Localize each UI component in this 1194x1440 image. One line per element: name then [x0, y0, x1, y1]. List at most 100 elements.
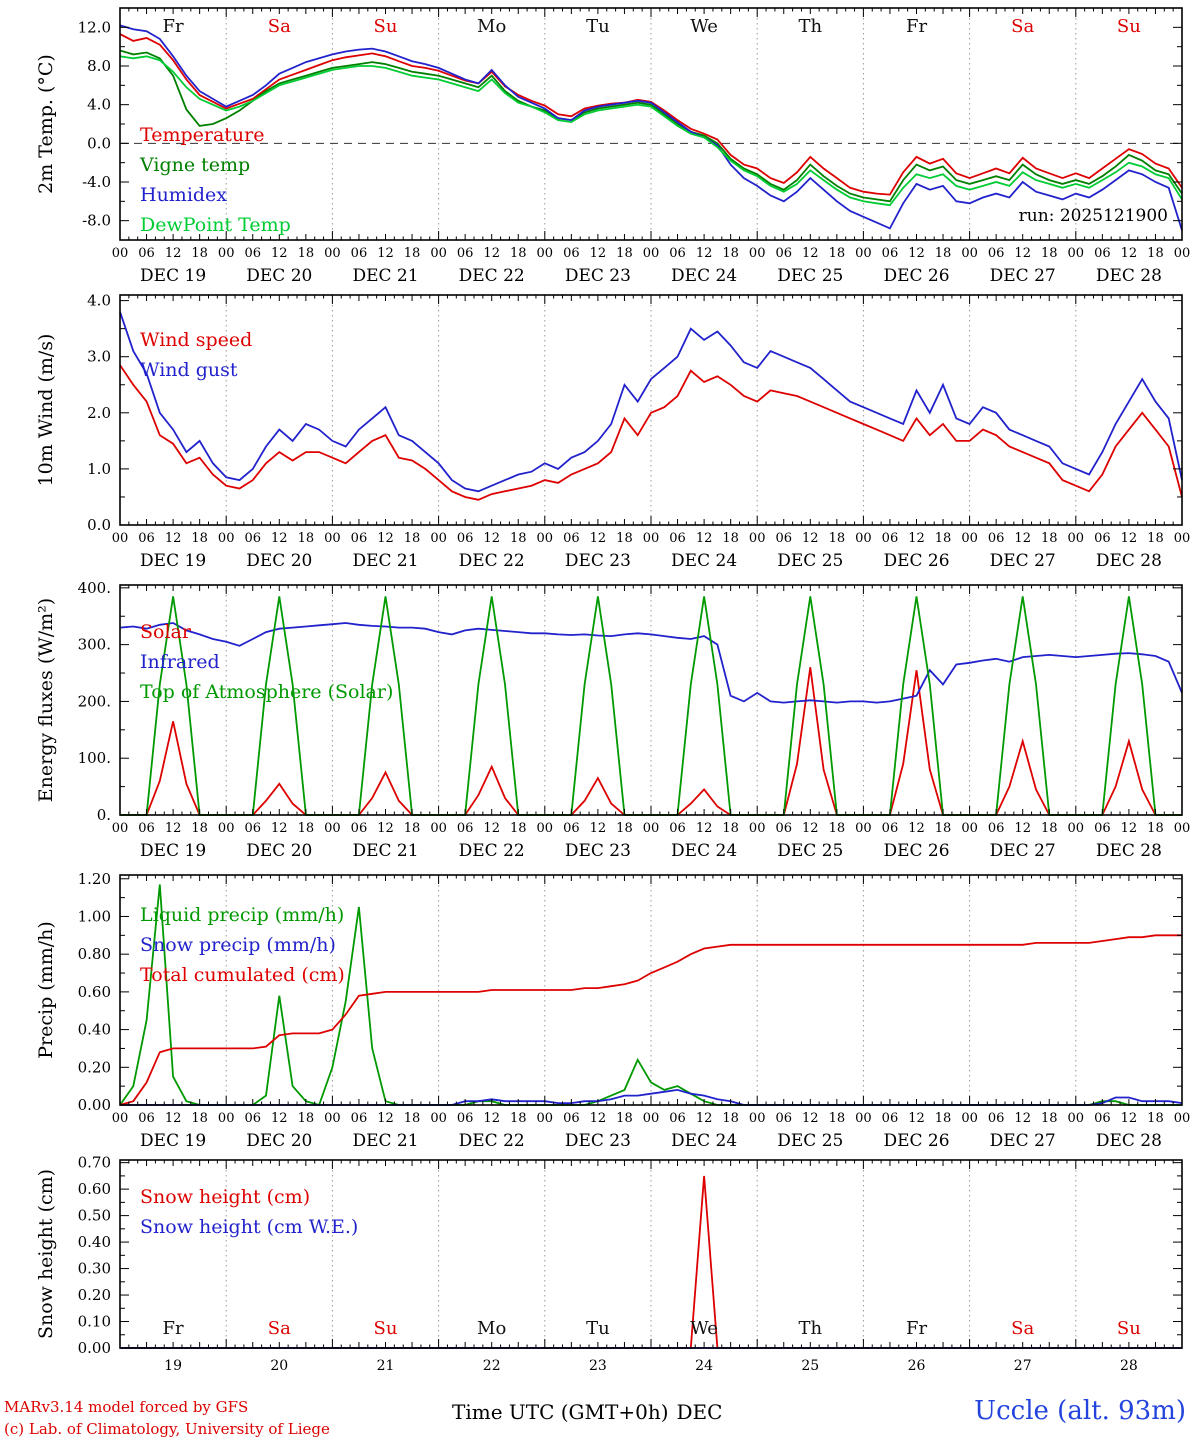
hour-tick-label: 00 [1174, 246, 1191, 261]
y-axis-title-temperature: 2m Temp. (°C) [35, 54, 57, 194]
legend-item-total-cumulated: Total cumulated (cm) [140, 964, 345, 986]
hour-tick-label: 00 [218, 246, 235, 261]
date-label: DEC 21 [352, 1131, 418, 1151]
hour-tick-label: 06 [244, 246, 261, 261]
y-tick-label: 0.20 [78, 1058, 111, 1076]
hour-tick-label: 18 [616, 1111, 633, 1126]
hour-tick-label: 18 [1041, 531, 1058, 546]
y-tick-label: 0.60 [78, 1180, 111, 1198]
hour-tick-label: 12 [165, 1111, 182, 1126]
hour-tick-label: 18 [404, 531, 421, 546]
hour-tick-label: 06 [351, 1111, 368, 1126]
hour-tick-label: 12 [165, 821, 182, 836]
hour-tick-label: 12 [377, 246, 394, 261]
day-number-label: 19 [164, 1358, 182, 1374]
date-label: DEC 27 [990, 266, 1056, 286]
legend-item-wind-gust: Wind gust [140, 359, 238, 381]
day-name-label: Su [374, 16, 398, 37]
hour-tick-label: 12 [1121, 821, 1138, 836]
date-label: DEC 26 [883, 1131, 949, 1151]
hour-tick-label: 00 [324, 821, 341, 836]
hour-tick-label: 06 [351, 246, 368, 261]
date-label: DEC 22 [459, 841, 525, 861]
hour-tick-label: 00 [749, 246, 766, 261]
hour-tick-label: 00 [537, 531, 554, 546]
date-label: DEC 24 [671, 266, 737, 286]
hour-tick-label: 06 [457, 531, 474, 546]
date-label: DEC 25 [777, 266, 843, 286]
legend-item-vigne-temp: Vigne temp [140, 154, 251, 176]
hour-tick-label: 18 [1147, 531, 1164, 546]
y-tick-label: 4.0 [87, 292, 111, 310]
hour-tick-label: 06 [138, 531, 155, 546]
date-label: DEC 22 [459, 1131, 525, 1151]
hour-tick-label: 06 [988, 531, 1005, 546]
hour-tick-label: 06 [882, 246, 899, 261]
date-label: DEC 28 [1096, 1131, 1162, 1151]
hour-tick-label: 06 [138, 1111, 155, 1126]
hour-tick-label: 18 [191, 246, 208, 261]
hour-tick-label: 12 [377, 531, 394, 546]
hour-tick-label: 00 [1174, 1111, 1191, 1126]
hour-tick-label: 00 [430, 1111, 447, 1126]
hour-tick-label: 12 [271, 1111, 288, 1126]
y-tick-label: 0.30 [78, 1260, 111, 1278]
hour-tick-label: 06 [882, 821, 899, 836]
hour-tick-label: 06 [669, 531, 686, 546]
hour-tick-label: 00 [643, 821, 660, 836]
day-number-label: 25 [801, 1358, 819, 1374]
legend-item-solar: Solar [140, 621, 191, 643]
date-label: DEC 26 [883, 266, 949, 286]
hour-tick-label: 00 [855, 531, 872, 546]
hour-tick-label: 00 [324, 1111, 341, 1126]
series-line-vigne-temp [119, 49, 1183, 203]
date-label: DEC 19 [140, 551, 206, 571]
hour-tick-label: 18 [298, 1111, 315, 1126]
hour-tick-label: 12 [802, 246, 819, 261]
y-tick-label: 4.0 [87, 96, 111, 114]
date-label: DEC 24 [671, 1131, 737, 1151]
hour-tick-label: 12 [1121, 246, 1138, 261]
day-name-label: Sa [1011, 1318, 1034, 1339]
day-number-label: 21 [377, 1358, 395, 1374]
hour-tick-label: 18 [404, 1111, 421, 1126]
hour-tick-label: 12 [1014, 246, 1031, 261]
hour-tick-label: 00 [112, 821, 129, 836]
hour-tick-label: 12 [377, 821, 394, 836]
day-name-label: We [690, 16, 718, 37]
hour-tick-label: 18 [510, 531, 527, 546]
y-tick-label: -4.0 [82, 173, 111, 191]
y-tick-label: 100. [78, 749, 111, 767]
legend-item-snow-precip: Snow precip (mm/h) [140, 934, 336, 956]
hour-tick-label: 18 [1041, 821, 1058, 836]
hour-tick-label: 06 [1094, 1111, 1111, 1126]
hour-tick-label: 12 [1014, 531, 1031, 546]
day-name-label: Fr [163, 1318, 184, 1339]
hour-tick-label: 18 [722, 821, 739, 836]
y-tick-label: -8.0 [82, 212, 111, 230]
hour-tick-label: 18 [722, 246, 739, 261]
y-tick-label: 200. [78, 692, 111, 710]
hour-tick-label: 18 [935, 531, 952, 546]
hour-tick-label: 12 [483, 246, 500, 261]
y-tick-label: 0.50 [78, 1207, 111, 1225]
y-tick-label: 0.0 [87, 134, 111, 152]
series-line-dewpoint-temp [119, 55, 1183, 207]
hour-tick-label: 18 [1041, 246, 1058, 261]
hour-tick-label: 00 [1068, 1111, 1085, 1126]
hour-tick-label: 12 [1121, 531, 1138, 546]
hour-tick-label: 06 [563, 246, 580, 261]
date-label: DEC 28 [1096, 841, 1162, 861]
day-name-label: Fr [906, 16, 927, 37]
hour-tick-label: 18 [298, 246, 315, 261]
hour-tick-label: 00 [855, 246, 872, 261]
hour-tick-label: 18 [829, 246, 846, 261]
hour-tick-label: 18 [616, 246, 633, 261]
station-label: Uccle (alt. 93m) [974, 1396, 1186, 1426]
hour-tick-label: 06 [351, 531, 368, 546]
date-label: DEC 25 [777, 1131, 843, 1151]
hour-tick-label: 12 [1121, 1111, 1138, 1126]
hour-tick-label: 00 [749, 531, 766, 546]
hour-tick-label: 00 [961, 531, 978, 546]
date-label: DEC 26 [883, 551, 949, 571]
